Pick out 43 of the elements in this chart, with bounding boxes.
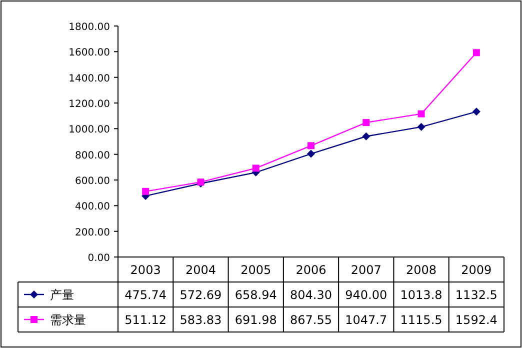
y-tick-label: 0.00 <box>88 253 110 264</box>
data-label: 1047.7 <box>345 313 388 327</box>
x-tick-label: 2005 <box>240 263 272 277</box>
point <box>307 150 315 158</box>
point <box>472 108 480 116</box>
point <box>362 132 370 140</box>
data-label: 1115.5 <box>400 313 442 327</box>
legend-label: 需求量 <box>50 313 86 327</box>
data-label: 572.69 <box>180 288 222 302</box>
y-tick-label: 600.00 <box>75 176 110 187</box>
y-tick-label: 1800.00 <box>68 22 110 33</box>
data-label: 475.74 <box>124 288 167 302</box>
data-label: 658.94 <box>234 288 277 302</box>
y-tick-label: 1200.00 <box>68 99 110 110</box>
data-label: 804.30 <box>290 288 332 302</box>
point <box>418 110 425 118</box>
point <box>142 188 150 195</box>
data-label: 1592.4 <box>455 313 498 327</box>
data-label: 1013.8 <box>400 288 442 302</box>
y-tick-label: 800.00 <box>75 150 110 162</box>
x-tick-label: 2003 <box>130 263 161 277</box>
data-label: 940.00 <box>345 288 388 302</box>
x-tick-label: 2008 <box>406 263 437 277</box>
x-tick-label: 2007 <box>350 263 382 277</box>
data-label: 867.55 <box>290 313 332 327</box>
y-tick-label: 200.00 <box>75 227 110 238</box>
point <box>308 142 314 150</box>
point <box>252 164 260 172</box>
x-tick-label: 2006 <box>296 263 326 277</box>
data-label: 691.98 <box>234 313 277 327</box>
y-tick-label: 1400.00 <box>68 73 110 84</box>
y-tick-label: 400.00 <box>75 202 110 213</box>
data-label: 583.83 <box>180 313 222 327</box>
legend-label: 产量 <box>50 288 74 302</box>
point <box>417 122 426 131</box>
y-tick-label: 1000.00 <box>68 124 110 136</box>
data-label: 1132.5 <box>455 288 498 302</box>
data-label: 511.12 <box>124 313 167 327</box>
point <box>472 49 480 56</box>
x-tick-label: 2009 <box>461 263 492 277</box>
x-tick-label: 2004 <box>185 263 216 277</box>
y-tick-label: 1600.00 <box>68 48 110 59</box>
point <box>362 119 370 126</box>
